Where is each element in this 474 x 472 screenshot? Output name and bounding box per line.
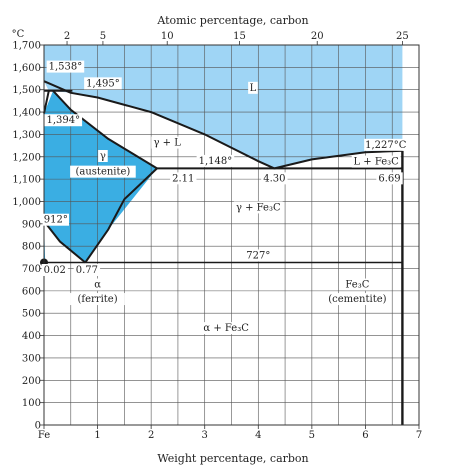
annotation-9: 4.30 (263, 173, 285, 184)
annotation-bg-3 (248, 81, 258, 94)
annotation-bg-14 (233, 201, 283, 214)
annotation-bg-22 (201, 322, 251, 335)
line-liquidus (43, 80, 403, 170)
plot-frame (43, 44, 420, 426)
line-delta-gamma (43, 90, 50, 114)
x2-tick-label-2: 10 (161, 31, 174, 42)
x-tick-label-3: 3 (202, 430, 208, 441)
annotation-bg-0 (46, 60, 85, 73)
x2-tick-label-0: 2 (64, 31, 70, 42)
annotation-17: 0.77 (76, 265, 98, 276)
x2-tick-label-1: 5 (100, 31, 106, 42)
phase-boundaries (40, 80, 404, 425)
annotation-7: 1,148° (199, 156, 233, 167)
x2-tick-label-3: 15 (233, 31, 246, 42)
y-tick-label-12: 1,200 (12, 152, 41, 163)
y-tick-label-11: 1,100 (12, 175, 41, 186)
annotation-bg-12 (376, 172, 403, 185)
annotation-bg-20 (344, 278, 371, 291)
x-axis-title: Weight percentage, carbon (157, 452, 308, 465)
x-tick-label-0: Fe (38, 430, 50, 441)
annotation-11: L + Fe₃C (353, 157, 399, 168)
x-tick-label-4: 4 (255, 430, 261, 441)
annotation-bg-21 (324, 293, 391, 306)
annotations: 1,538°1,495° 1,394° Lγ + L γ (austenite) 1,14… (41, 60, 408, 335)
annotation-bg-9 (261, 172, 288, 185)
y-tick-label-0: 0 (35, 421, 41, 432)
annotation-bg-8 (170, 172, 197, 185)
annotation-bg-13 (42, 213, 69, 226)
annotation-6: (austenite) (75, 167, 130, 178)
y-tick-label-14: 1,400 (12, 108, 41, 119)
annotation-bg-6 (70, 165, 136, 178)
annotation-19: (ferrite) (78, 294, 118, 305)
annotation-bg-2 (44, 114, 83, 127)
annotation-bg-17 (73, 264, 101, 276)
y-tick-label-2: 200 (22, 376, 41, 387)
annotation-14: γ + Fe₃C (236, 202, 281, 213)
x-tick-label-2: 2 (148, 430, 154, 441)
annotation-bg-4 (151, 136, 184, 149)
annotation-3: L (250, 83, 257, 94)
x-tick-label-1: 1 (94, 430, 100, 441)
annotation-15: 727° (246, 250, 270, 261)
annotation-bg-1 (84, 77, 122, 90)
x-tick-label-5: 5 (309, 430, 315, 441)
annotation-bg-7 (196, 154, 235, 167)
annotation-10: 1,227°C (365, 140, 407, 151)
y-tick-label-17: 1,700 (12, 41, 41, 52)
annotation-2: 1,394° (46, 115, 80, 126)
line-a3 (43, 220, 86, 264)
annotation-5: γ (100, 151, 106, 162)
annotation-bg-5 (98, 150, 108, 162)
y-tick-label-9: 900 (22, 219, 41, 230)
annotation-18: α (94, 280, 101, 291)
annotation-4: γ + L (154, 138, 182, 149)
region-0 (44, 45, 403, 169)
x-tick-label-6: 6 (362, 430, 368, 441)
annotation-bg-18 (92, 278, 103, 291)
y-tick-label-3: 300 (22, 353, 41, 364)
annotation-bg-19 (70, 293, 125, 306)
y-tick-label-13: 1,300 (12, 130, 41, 141)
x-tick-label-7: 7 (416, 430, 422, 441)
x2-tick-label-4: 20 (311, 31, 324, 42)
annotation-bg-11 (351, 155, 401, 168)
annotation-0: 1,538° (49, 62, 83, 73)
y-tick-label-7: 700 (22, 264, 41, 275)
y-axis-unit: °C (12, 29, 25, 40)
annotation-8: 2.11 (172, 173, 194, 184)
axis-ticks: 01002003004005006007008009001,0001,1001,… (12, 31, 422, 441)
y-tick-label-16: 1,600 (12, 63, 41, 74)
top-axis-title: Atomic percentage, carbon (156, 14, 308, 27)
y-tick-label-10: 1,000 (12, 197, 41, 208)
line-solidus (52, 90, 158, 170)
annotation-20: Fe₃C (345, 280, 369, 291)
y-tick-label-4: 400 (22, 331, 41, 342)
annotation-bg-10 (364, 138, 408, 151)
line-acm (84, 167, 158, 264)
annotation-21: (cementite) (328, 294, 386, 305)
annotation-16: 0.02 (44, 265, 66, 276)
annotation-1: 1,495° (86, 78, 120, 89)
annotation-22: α + Fe₃C (203, 323, 249, 334)
y-tick-label-1: 100 (22, 398, 41, 409)
y-tick-label-8: 800 (22, 242, 41, 253)
x2-tick-label-5: 25 (396, 31, 409, 42)
annotation-12: 6.69 (378, 173, 400, 184)
annotation-bg-15 (245, 249, 272, 262)
y-tick-label-5: 500 (22, 309, 41, 320)
annotation-bg-16 (41, 264, 68, 276)
y-tick-label-15: 1,500 (12, 85, 41, 96)
y-tick-label-6: 600 (22, 286, 41, 297)
annotation-13: 912° (44, 215, 68, 226)
